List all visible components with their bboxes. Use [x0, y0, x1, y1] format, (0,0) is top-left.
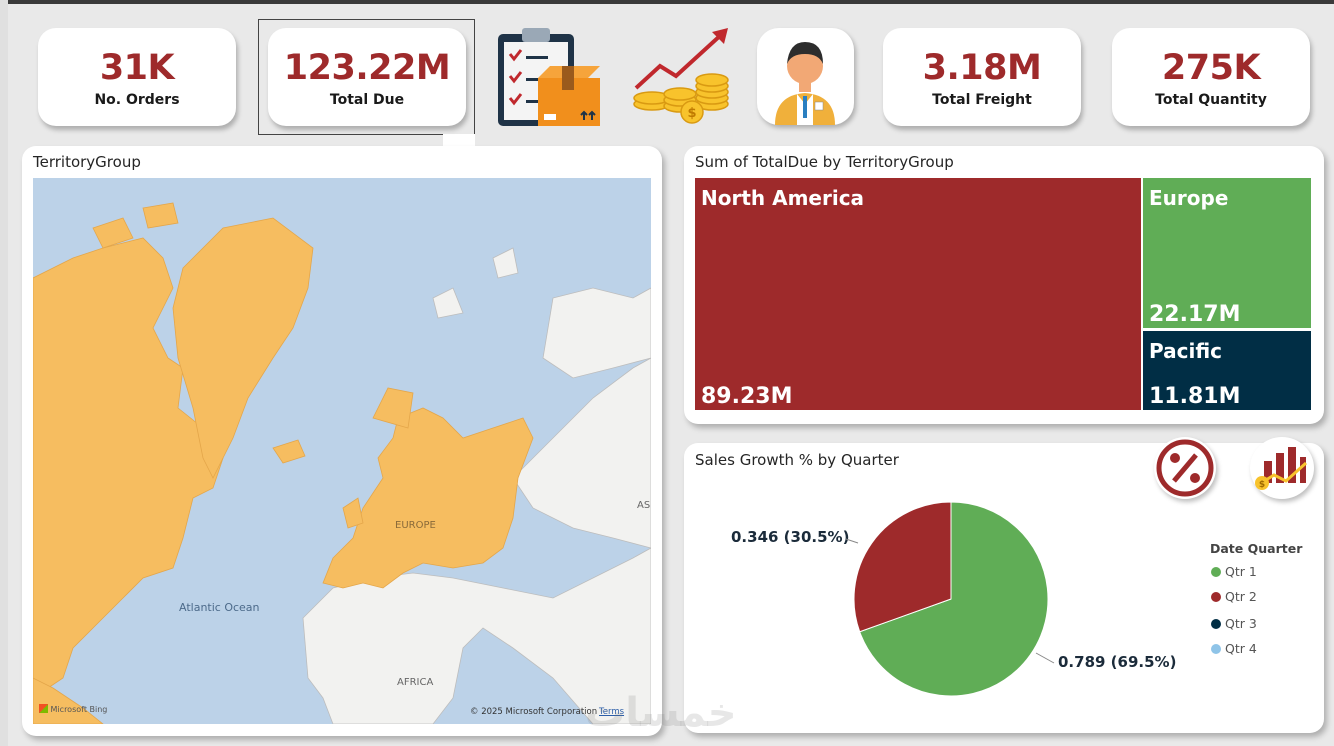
legend-label: Qtr 3	[1225, 616, 1257, 631]
legend-dot	[1211, 592, 1221, 602]
pie-leader-lines	[845, 538, 1055, 664]
legend-item-qtr1[interactable]: Qtr 1	[1211, 564, 1257, 579]
pie-label-qtr1: 0.789 (69.5%)	[1058, 653, 1177, 671]
legend-item-qtr2[interactable]: Qtr 2	[1211, 589, 1257, 604]
treemap-tile-value: 22.17M	[1149, 302, 1241, 327]
treemap-tile-value: 11.81M	[1149, 384, 1241, 409]
kpi-label: Total Freight	[932, 92, 1032, 108]
legend-label: Qtr 4	[1225, 641, 1257, 656]
map-label-asia: AS	[637, 500, 651, 511]
pie-chart[interactable]	[850, 500, 1052, 698]
map-label-ocean: Atlantic Ocean	[179, 601, 260, 614]
map-label-europe: EUROPE	[395, 520, 436, 531]
salesperson-avatar-icon	[757, 28, 854, 125]
map-title: TerritoryGroup	[33, 153, 141, 171]
pie-label-qtr2: 0.346 (30.5%)	[731, 528, 850, 546]
kpi-value: 275K	[1161, 48, 1261, 88]
pie-slice-qtr-2[interactable]	[853, 501, 952, 633]
left-margin	[0, 0, 8, 746]
kpi-label: Total Due	[329, 92, 405, 108]
map-attribution: © 2025 Microsoft Corporation	[470, 707, 598, 717]
selection-frame	[258, 19, 475, 135]
kpi-value: 123.22M	[283, 48, 451, 88]
bing-logo-icon	[39, 704, 48, 713]
treemap-tile-name: Europe	[1149, 186, 1229, 210]
kpi-label: Total Quantity	[1155, 92, 1267, 108]
legend-dot	[1211, 644, 1221, 654]
kpi-card-freight[interactable]: 3.18M Total Freight	[883, 28, 1081, 126]
coins-growth-icon: $	[630, 26, 734, 126]
treemap-tile-pacific[interactable]: Pacific 11.81M	[1143, 331, 1311, 410]
svg-text:$: $	[687, 106, 696, 121]
watermark: خمسات	[585, 690, 737, 736]
legend-dot	[1211, 619, 1221, 629]
kpi-value: 31K	[99, 48, 175, 88]
selection-handle[interactable]	[443, 134, 475, 146]
kpi-card-total-due[interactable]: 123.22M Total Due	[268, 28, 466, 126]
legend-label: Qtr 1	[1225, 564, 1257, 579]
treemap-tile-value: 89.23M	[701, 384, 793, 409]
treemap-tile-name: Pacific	[1149, 339, 1223, 363]
legend-title: Date Quarter	[1210, 541, 1303, 556]
clipboard-package-icon	[496, 26, 604, 130]
legend-label: Qtr 2	[1225, 589, 1257, 604]
svg-text:$: $	[1259, 480, 1265, 490]
bing-logo: Microsoft Bing	[39, 704, 107, 714]
legend-item-qtr3[interactable]: Qtr 3	[1211, 616, 1257, 631]
kpi-value: 3.18M	[922, 48, 1042, 88]
legend-dot	[1211, 567, 1221, 577]
treemap-tile-europe[interactable]: Europe 22.17M	[1143, 178, 1311, 328]
kpi-card-quantity[interactable]: 275K Total Quantity	[1112, 28, 1310, 126]
pie-slice-qtr-1[interactable]	[859, 501, 1049, 697]
kpi-label: No. Orders	[94, 92, 180, 108]
percent-icon	[1154, 437, 1216, 499]
treemap-title: Sum of TotalDue by TerritoryGroup	[695, 153, 954, 171]
pie-title: Sales Growth % by Quarter	[695, 451, 899, 469]
territory-map[interactable]: EUROPE Atlantic Ocean AFRICA AS Microsof…	[33, 178, 651, 724]
treemap-tile-name: North America	[701, 186, 865, 210]
treemap-tile-north-america[interactable]: North America 89.23M	[695, 178, 1141, 410]
kpi-card-orders[interactable]: 31K No. Orders	[38, 28, 236, 126]
legend-item-qtr4[interactable]: Qtr 4	[1211, 641, 1257, 656]
sales-chart-icon: $	[1250, 437, 1314, 499]
map-terms-link[interactable]: Terms	[599, 707, 625, 717]
bing-label: Microsoft Bing	[50, 705, 108, 714]
map-label-africa: AFRICA	[397, 677, 434, 688]
top-border	[0, 0, 1334, 4]
